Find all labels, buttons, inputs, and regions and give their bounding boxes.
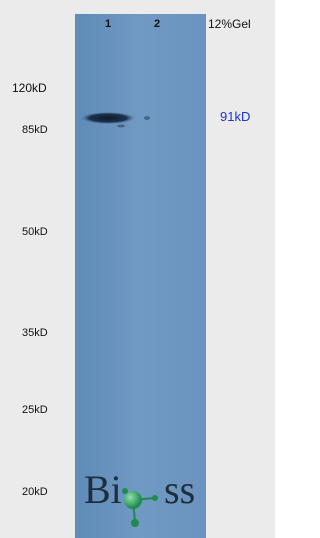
marker-label: 35kD xyxy=(22,327,48,339)
blot-membrane xyxy=(75,14,206,538)
page: 1 2 12%Gel 120kD 85kD 50kD 35kD 25kD 20k… xyxy=(0,0,275,538)
marker-label: 85kD xyxy=(22,124,48,136)
band-lane-1 xyxy=(81,112,135,124)
band-lane-2 xyxy=(144,116,150,120)
logo-ball xyxy=(124,491,142,509)
band-label: 91kD xyxy=(220,111,250,123)
membrane xyxy=(75,14,206,538)
logo-text: ss xyxy=(164,470,195,510)
gel-label: 12%Gel xyxy=(208,18,251,30)
marker-label: 120kD xyxy=(12,82,47,94)
logo-text: Bi xyxy=(84,470,122,510)
lane-label: 1 xyxy=(105,18,111,30)
logo-atom xyxy=(131,519,139,527)
band-smear xyxy=(117,125,125,128)
lane-label: 2 xyxy=(154,18,160,30)
marker-label: 20kD xyxy=(22,486,48,498)
logo-atom xyxy=(122,488,128,494)
logo-atom xyxy=(152,495,158,501)
marker-label: 25kD xyxy=(22,404,48,416)
marker-label: 50kD xyxy=(22,226,48,238)
